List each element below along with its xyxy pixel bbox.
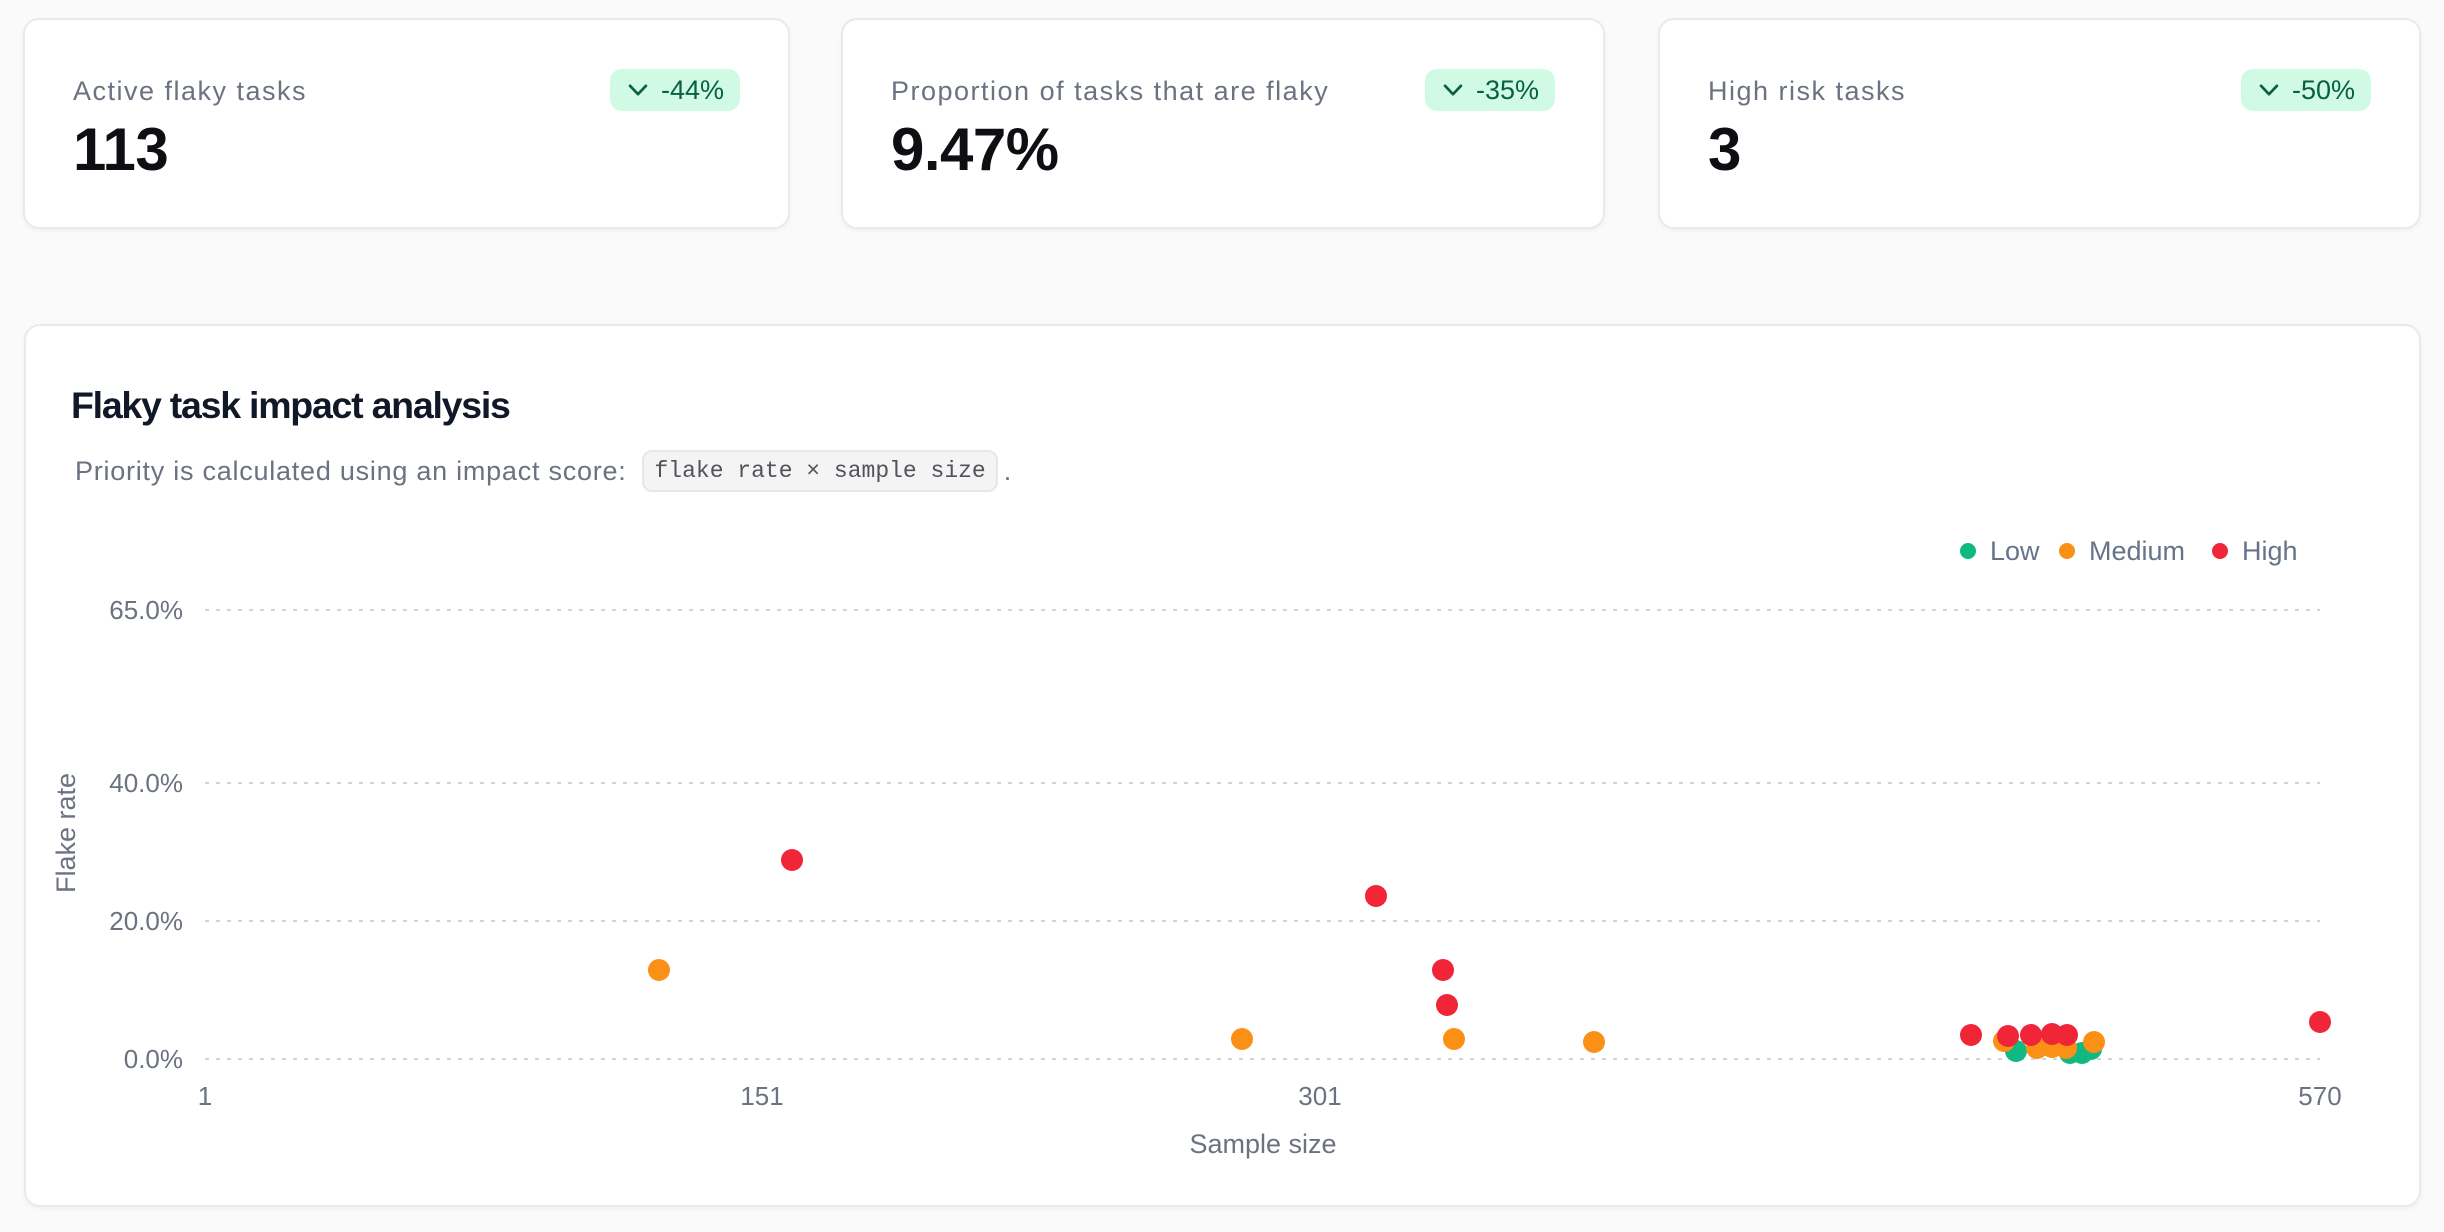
svg-text:Sample size: Sample size	[1189, 1129, 1336, 1159]
svg-text:151: 151	[740, 1081, 783, 1111]
svg-text:65.0%: 65.0%	[109, 595, 183, 625]
svg-text:20.0%: 20.0%	[109, 906, 183, 936]
svg-text:1: 1	[198, 1081, 212, 1111]
svg-text:570: 570	[2298, 1081, 2341, 1111]
svg-text:301: 301	[1298, 1081, 1341, 1111]
svg-text:0.0%: 0.0%	[124, 1044, 183, 1074]
svg-text:40.0%: 40.0%	[109, 768, 183, 798]
svg-text:Flake rate: Flake rate	[51, 773, 81, 893]
svg-text:Medium: Medium	[2089, 536, 2185, 566]
svg-text:Low: Low	[1990, 536, 2040, 566]
svg-text:High: High	[2242, 536, 2298, 566]
